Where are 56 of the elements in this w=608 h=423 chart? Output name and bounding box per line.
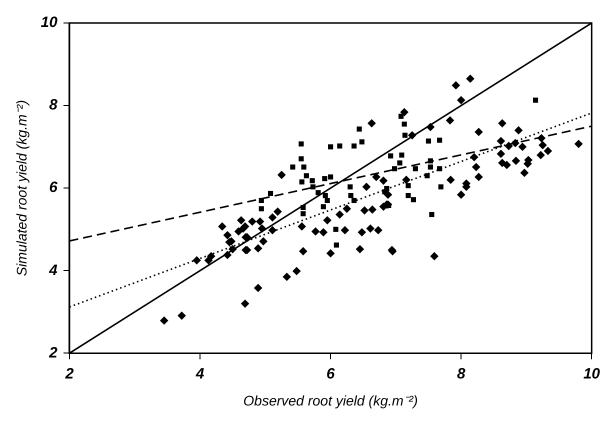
point — [426, 138, 432, 144]
point — [406, 192, 411, 198]
point — [532, 98, 538, 103]
point — [356, 126, 362, 132]
x-tick-label: 10 — [583, 365, 601, 382]
point — [352, 143, 357, 149]
point — [324, 198, 330, 204]
point — [320, 204, 326, 210]
point — [333, 226, 338, 232]
point — [298, 141, 304, 146]
point — [399, 152, 404, 158]
x-tick-label: 8 — [456, 365, 466, 382]
point — [406, 183, 411, 188]
point — [348, 184, 353, 190]
point — [359, 139, 364, 144]
point — [398, 114, 404, 119]
point — [300, 211, 306, 216]
point — [410, 197, 416, 202]
point — [428, 164, 433, 170]
point — [438, 184, 444, 190]
point — [388, 153, 394, 158]
x-tick-label: 2 — [64, 365, 74, 382]
point — [402, 132, 408, 138]
point — [397, 160, 402, 166]
point — [322, 176, 328, 182]
point — [328, 174, 334, 180]
point — [322, 192, 328, 198]
x-tick-label: 4 — [194, 365, 205, 382]
point — [304, 173, 309, 178]
point — [437, 138, 442, 143]
point — [429, 212, 434, 218]
point — [298, 156, 304, 162]
y-tick-label: 6 — [49, 179, 58, 196]
point — [392, 166, 398, 172]
y-tick-label: 8 — [49, 96, 58, 114]
y-tick-label: 2 — [48, 344, 58, 362]
point — [334, 242, 339, 248]
y-axis-title: Simulated root yield (kg.m⁻²) — [13, 100, 30, 276]
point — [301, 164, 306, 170]
x-axis-title: Observed root yield (kg.m⁻²) — [243, 392, 418, 408]
point — [310, 178, 315, 184]
point — [348, 192, 354, 198]
point — [337, 143, 342, 149]
point — [258, 206, 264, 212]
x-tick-label: 6 — [326, 365, 336, 382]
point — [290, 164, 296, 170]
point — [402, 122, 407, 127]
y-tick-label: 10 — [40, 14, 58, 32]
point — [384, 186, 390, 192]
point — [424, 173, 430, 178]
point — [412, 166, 418, 172]
point — [268, 190, 274, 196]
point — [299, 179, 304, 184]
point — [328, 144, 334, 150]
y-tick-label: 4 — [48, 262, 58, 279]
point — [310, 184, 316, 190]
